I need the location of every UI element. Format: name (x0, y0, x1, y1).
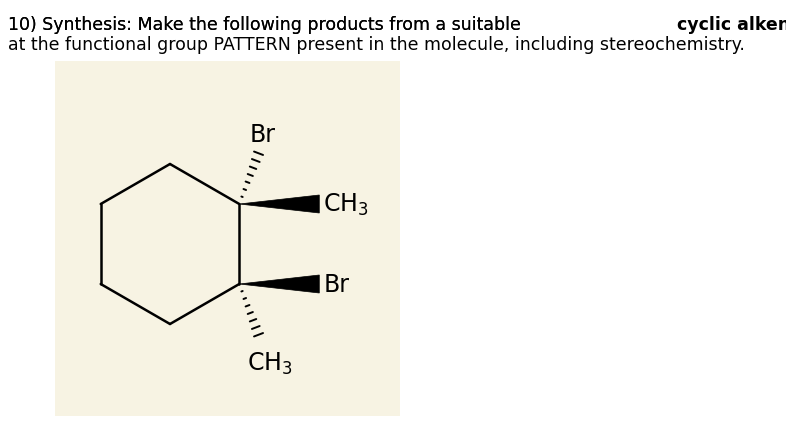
Text: at the functional group PATTERN present in the molecule, including stereochemist: at the functional group PATTERN present … (8, 36, 745, 54)
Text: cyclic alkene: cyclic alkene (677, 16, 786, 34)
Text: 10) Synthesis: Make the following products from a suitable: 10) Synthesis: Make the following produc… (8, 16, 527, 34)
Text: CH$_3$: CH$_3$ (323, 191, 369, 217)
Text: 10) Synthesis: Make the following products from a suitable: 10) Synthesis: Make the following produc… (8, 16, 527, 34)
Polygon shape (239, 275, 319, 293)
Text: Br: Br (323, 273, 349, 296)
Text: cyclic alkene: cyclic alkene (677, 16, 786, 34)
Text: CH$_3$: CH$_3$ (248, 350, 293, 376)
Text: Br: Br (249, 123, 275, 147)
Bar (55, 62, 400, 416)
Text: 10) Synthesis: Make the following products from a suitable cyclic alkene: 10) Synthesis: Make the following produc… (8, 16, 720, 34)
Polygon shape (239, 196, 319, 214)
